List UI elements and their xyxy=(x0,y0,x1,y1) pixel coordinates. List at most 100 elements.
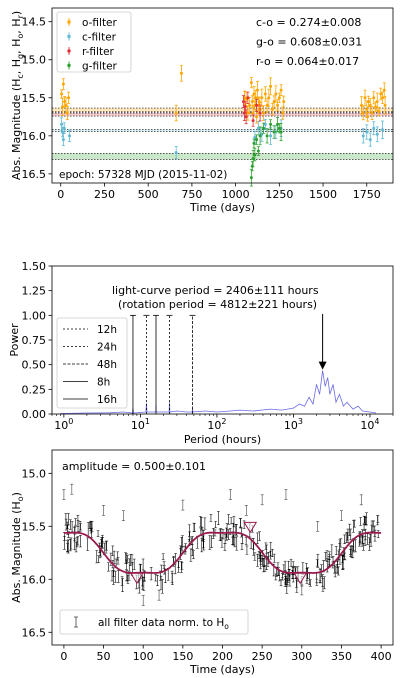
y-tick-label: 16.5 xyxy=(22,168,47,181)
data-point-o xyxy=(367,100,371,104)
x-axis-label: Period (hours) xyxy=(184,433,261,446)
data-point-o xyxy=(246,111,250,115)
legend-box xyxy=(56,317,128,409)
light-curve-panel: 0 250 500 750 1000 1250 1500 1750 14.5 15.0 15.5 16… xyxy=(10,7,394,214)
x-tick-label: 100 xyxy=(54,417,73,432)
x-tick-label: 400 xyxy=(371,650,392,663)
data-point-o xyxy=(174,111,178,115)
data-point-o xyxy=(372,96,376,100)
x-tick-label: 150 xyxy=(172,650,193,663)
legend-label: all filter data norm. to Ho xyxy=(98,617,229,631)
data-point-c xyxy=(60,130,64,134)
x-tick-label: 200 xyxy=(212,650,233,663)
data-point-o xyxy=(60,105,64,109)
stat-label: g-o = 0.608±0.031 xyxy=(256,36,362,49)
data-point-o xyxy=(65,111,69,115)
data-point-g xyxy=(265,134,269,138)
data-point-o xyxy=(249,81,253,85)
periodogram-line xyxy=(60,370,377,414)
data-point-o xyxy=(61,82,65,86)
data-point-c xyxy=(375,132,379,136)
epoch-box xyxy=(55,166,242,182)
data-point-o xyxy=(374,105,378,109)
amplitude-box xyxy=(58,458,208,474)
data-point-g xyxy=(279,130,283,134)
legend-label: 8h xyxy=(97,377,110,389)
band-c xyxy=(52,129,393,132)
data-point-o xyxy=(375,100,379,104)
x-tick-label: 1750 xyxy=(353,188,381,201)
data-point-o xyxy=(274,92,278,96)
data-point-g xyxy=(256,149,260,153)
data-point-g xyxy=(253,153,257,157)
y-tick-label: 15.0 xyxy=(22,54,47,67)
data-point-c xyxy=(62,126,66,130)
legend-label: 48h xyxy=(97,359,117,371)
x-tick-label: 300 xyxy=(291,650,312,663)
data-point-r xyxy=(243,105,247,109)
y-tick-label: 16.0 xyxy=(22,130,47,143)
data-point-o xyxy=(370,111,374,115)
x-tick-label: 102 xyxy=(207,417,226,432)
y-tick-label: 15.0 xyxy=(22,467,47,480)
folded-light-curve-panel: 0 50 100 150 200 250 300 350 400 15.0 15.5 16.0 16.5… xyxy=(10,449,394,676)
x-tick-label: 350 xyxy=(331,650,352,663)
stat-label: r-o = 0.064±0.017 xyxy=(256,55,359,68)
data-point-o xyxy=(255,115,259,119)
data-point-o xyxy=(382,88,386,92)
data-point-o xyxy=(276,103,280,107)
extremum-marker xyxy=(243,521,258,534)
legend-box xyxy=(56,11,132,73)
data-point-o xyxy=(63,100,67,104)
epoch-label: epoch: 57328 MJD (2015-11-02) xyxy=(59,169,227,181)
data-point-o xyxy=(379,92,383,96)
data-point-c xyxy=(256,126,260,130)
data-point-o xyxy=(381,96,385,100)
model-fit-curve xyxy=(63,531,382,574)
annotation-line-1: light-curve period = 2406±111 hours xyxy=(112,284,319,297)
x-tick-label: 101 xyxy=(131,417,150,432)
periodogram-panel: 100 101 102 103 104 0.00 0.25 0.50 0.75 1.00 1.25 1… xyxy=(8,260,394,446)
x-tick-label: 1000 xyxy=(222,188,250,201)
data-point-c xyxy=(365,130,369,134)
x-tick-label: 104 xyxy=(360,417,379,432)
data-point-o xyxy=(255,88,259,92)
data-point-o xyxy=(262,111,266,115)
data-point-o xyxy=(272,100,276,104)
y-tick-label: 15.5 xyxy=(22,520,47,533)
y-tick-label: 14.5 xyxy=(22,16,47,29)
data-point-c xyxy=(174,151,178,155)
x-axis-label: Time (days) xyxy=(189,663,255,676)
data-point-o xyxy=(377,109,381,113)
data-point-o xyxy=(252,92,256,96)
y-axis-label: Abs. Magnitude (Hc, Hg, Ho, Hr) xyxy=(10,11,25,180)
data-point-g xyxy=(258,134,262,138)
data-point-o xyxy=(260,96,264,100)
x-tick-label: 100 xyxy=(133,650,154,663)
legend-label: r-filter xyxy=(82,46,115,58)
data-point-c xyxy=(263,122,267,126)
band-r xyxy=(52,113,393,117)
x-tick-label: 1250 xyxy=(265,188,293,201)
x-tick-label: 250 xyxy=(252,650,273,663)
data-point-c xyxy=(361,134,365,138)
data-point-r xyxy=(258,111,262,115)
data-point-c xyxy=(269,134,273,138)
legend-marker xyxy=(67,63,71,68)
legend-label: 24h xyxy=(97,342,117,354)
legend-label: g-filter xyxy=(82,61,118,73)
x-axis-label: Time (days) xyxy=(189,201,255,214)
data-point-g xyxy=(269,122,273,126)
plot-frame xyxy=(51,7,394,184)
annotation-arrowhead xyxy=(318,361,327,370)
legend-label: c-filter xyxy=(82,32,117,44)
x-tick-label: 1500 xyxy=(309,188,337,201)
data-point-o xyxy=(179,71,183,75)
extremum-marker xyxy=(293,572,308,585)
data-point-o xyxy=(250,100,254,104)
x-tick-label: 103 xyxy=(284,417,303,432)
data-point-o xyxy=(251,111,255,115)
data-point-o xyxy=(383,103,387,107)
x-tick-label: 0 xyxy=(57,188,64,201)
data-point-r xyxy=(241,100,245,104)
